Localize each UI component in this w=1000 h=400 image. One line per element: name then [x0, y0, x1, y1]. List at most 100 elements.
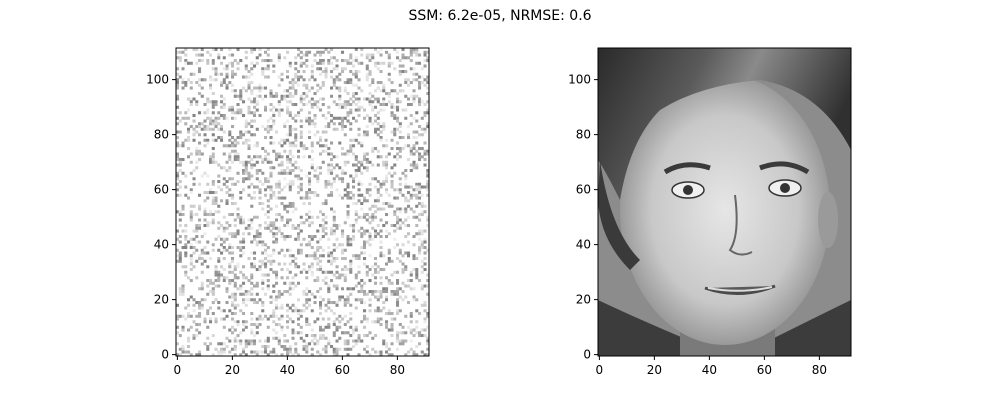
noise-pixel	[222, 342, 226, 346]
noise-pixel	[269, 125, 273, 129]
noise-pixel	[352, 331, 356, 335]
noise-pixel	[308, 323, 312, 327]
noise-pixel	[275, 130, 279, 134]
noise-pixel	[305, 317, 309, 321]
noise-pixel	[338, 94, 342, 98]
noise-pixel	[244, 50, 248, 54]
noise-pixel	[415, 149, 419, 153]
noise-pixel	[214, 202, 218, 206]
noise-pixel	[253, 48, 257, 52]
noise-pixel	[228, 232, 232, 236]
noise-pixel	[192, 334, 196, 338]
noise-pixel	[217, 342, 221, 346]
noise-pixel	[280, 328, 284, 332]
noise-pixel	[352, 193, 356, 197]
noise-pixel	[310, 237, 314, 241]
noise-pixel	[176, 317, 180, 321]
noise-pixel	[316, 215, 320, 219]
noise-pixel	[365, 229, 369, 233]
noise-pixel	[283, 254, 287, 258]
noise-pixel	[385, 180, 389, 184]
noise-pixel	[184, 246, 188, 250]
noise-pixel	[302, 345, 306, 349]
noise-pixel	[393, 188, 397, 192]
noise-pixel	[368, 193, 372, 197]
noise-pixel	[390, 103, 394, 107]
noise-pixel	[396, 270, 400, 274]
noise-pixel	[217, 180, 221, 184]
noise-pixel	[316, 61, 320, 65]
noise-pixel	[275, 281, 279, 285]
noise-pixel	[176, 86, 180, 90]
noise-pixel	[178, 259, 182, 263]
noise-pixel	[236, 334, 240, 338]
noise-pixel	[220, 350, 224, 354]
noise-pixel	[374, 210, 378, 214]
noise-pixel	[409, 59, 413, 63]
noise-pixel	[409, 314, 413, 318]
noise-pixel	[349, 224, 353, 228]
noise-pixel	[330, 345, 334, 349]
noise-pixel	[332, 320, 336, 324]
noise-pixel	[379, 89, 383, 93]
noise-pixel	[324, 185, 328, 189]
noise-pixel	[236, 111, 240, 115]
noise-pixel	[379, 193, 383, 197]
noise-pixel	[398, 59, 402, 63]
noise-pixel	[330, 251, 334, 255]
noise-pixel	[423, 53, 427, 57]
noise-pixel	[258, 196, 262, 200]
noise-pixel	[286, 100, 290, 104]
noise-pixel	[178, 218, 182, 222]
x-tick-label-left: 80	[390, 363, 405, 377]
noise-pixel	[330, 158, 334, 162]
noise-pixel	[382, 61, 386, 65]
noise-pixel	[250, 174, 254, 178]
noise-pixel	[398, 331, 402, 335]
noise-pixel	[264, 292, 268, 296]
noise-pixel	[401, 221, 405, 225]
noise-pixel	[291, 169, 295, 173]
noise-pixel	[423, 262, 427, 266]
noise-pixel	[228, 152, 232, 156]
noise-pixel	[332, 116, 336, 120]
noise-pixel	[335, 347, 339, 351]
noise-pixel	[299, 97, 303, 101]
noise-pixel	[250, 166, 254, 170]
noise-pixel	[387, 259, 391, 263]
noise-pixel	[176, 67, 180, 71]
noise-pixel	[195, 235, 199, 239]
noise-pixel	[261, 279, 265, 283]
noise-pixel	[222, 257, 226, 261]
noise-pixel	[363, 281, 367, 285]
noise-pixel	[269, 108, 273, 112]
noise-pixel	[335, 276, 339, 280]
noise-pixel	[299, 229, 303, 233]
noise-pixel	[327, 105, 331, 109]
noise-pixel	[302, 70, 306, 74]
noise-pixel	[387, 94, 391, 98]
noise-pixel	[310, 64, 314, 68]
noise-pixel	[206, 182, 210, 186]
noise-pixel	[250, 158, 254, 162]
noise-pixel	[390, 81, 394, 85]
noise-pixel	[390, 185, 394, 189]
noise-pixel	[365, 67, 369, 71]
noise-pixel	[255, 141, 259, 145]
noise-pixel	[418, 248, 422, 252]
noise-pixel	[396, 243, 400, 247]
noise-pixel	[385, 350, 389, 354]
noise-pixel	[189, 188, 193, 192]
noise-pixel	[363, 158, 367, 162]
noise-pixel	[294, 174, 298, 178]
noise-pixel	[266, 339, 270, 343]
noise-pixel	[313, 301, 317, 305]
noise-pixel	[352, 254, 356, 258]
noise-pixel	[206, 141, 210, 145]
noise-pixel	[368, 331, 372, 335]
noise-pixel	[423, 317, 427, 321]
noise-pixel	[379, 290, 383, 294]
noise-pixel	[283, 281, 287, 285]
noise-pixel	[308, 268, 312, 272]
noise-pixel	[319, 246, 323, 250]
